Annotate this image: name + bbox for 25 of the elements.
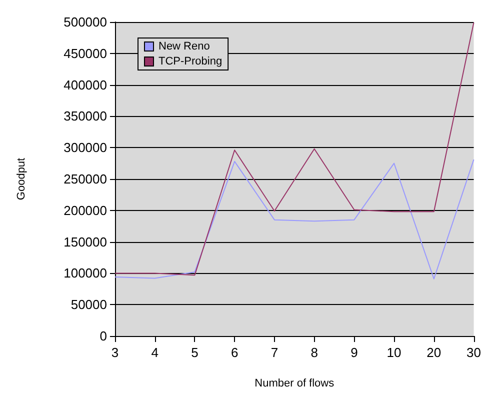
y-tick-label: 0 — [100, 328, 107, 344]
y-tick-label: 50000 — [70, 297, 107, 312]
x-tick-label: 30 — [466, 345, 482, 360]
y-tick-label: 500000 — [64, 14, 107, 30]
x-tick-label: 7 — [270, 345, 278, 360]
x-tick-label: 10 — [386, 345, 402, 360]
x-axis-title: Number of flows — [254, 378, 335, 390]
x-tick-label: 6 — [230, 345, 238, 360]
x-tick-label: 9 — [350, 345, 358, 360]
legend-label: New Reno — [158, 40, 210, 52]
legend-label: TCP-Probing — [158, 56, 222, 68]
x-tick-label: 20 — [426, 345, 442, 360]
y-tick-label: 400000 — [64, 77, 107, 92]
y-tick-label: 150000 — [64, 234, 107, 250]
x-tick-label: 8 — [310, 345, 318, 360]
y-tick-label: 450000 — [64, 46, 107, 61]
y-tick-label: 300000 — [64, 140, 107, 156]
y-tick-label: 350000 — [64, 108, 107, 124]
y-axis-title: Goodput — [16, 158, 28, 200]
y-tick-label: 250000 — [64, 172, 107, 186]
x-tick-label: 4 — [151, 345, 158, 360]
x-tick-label: 5 — [191, 345, 198, 360]
x-tick-label: 3 — [111, 345, 119, 360]
y-tick-label: 200000 — [64, 202, 107, 218]
y-tick-label: 100000 — [64, 266, 107, 281]
